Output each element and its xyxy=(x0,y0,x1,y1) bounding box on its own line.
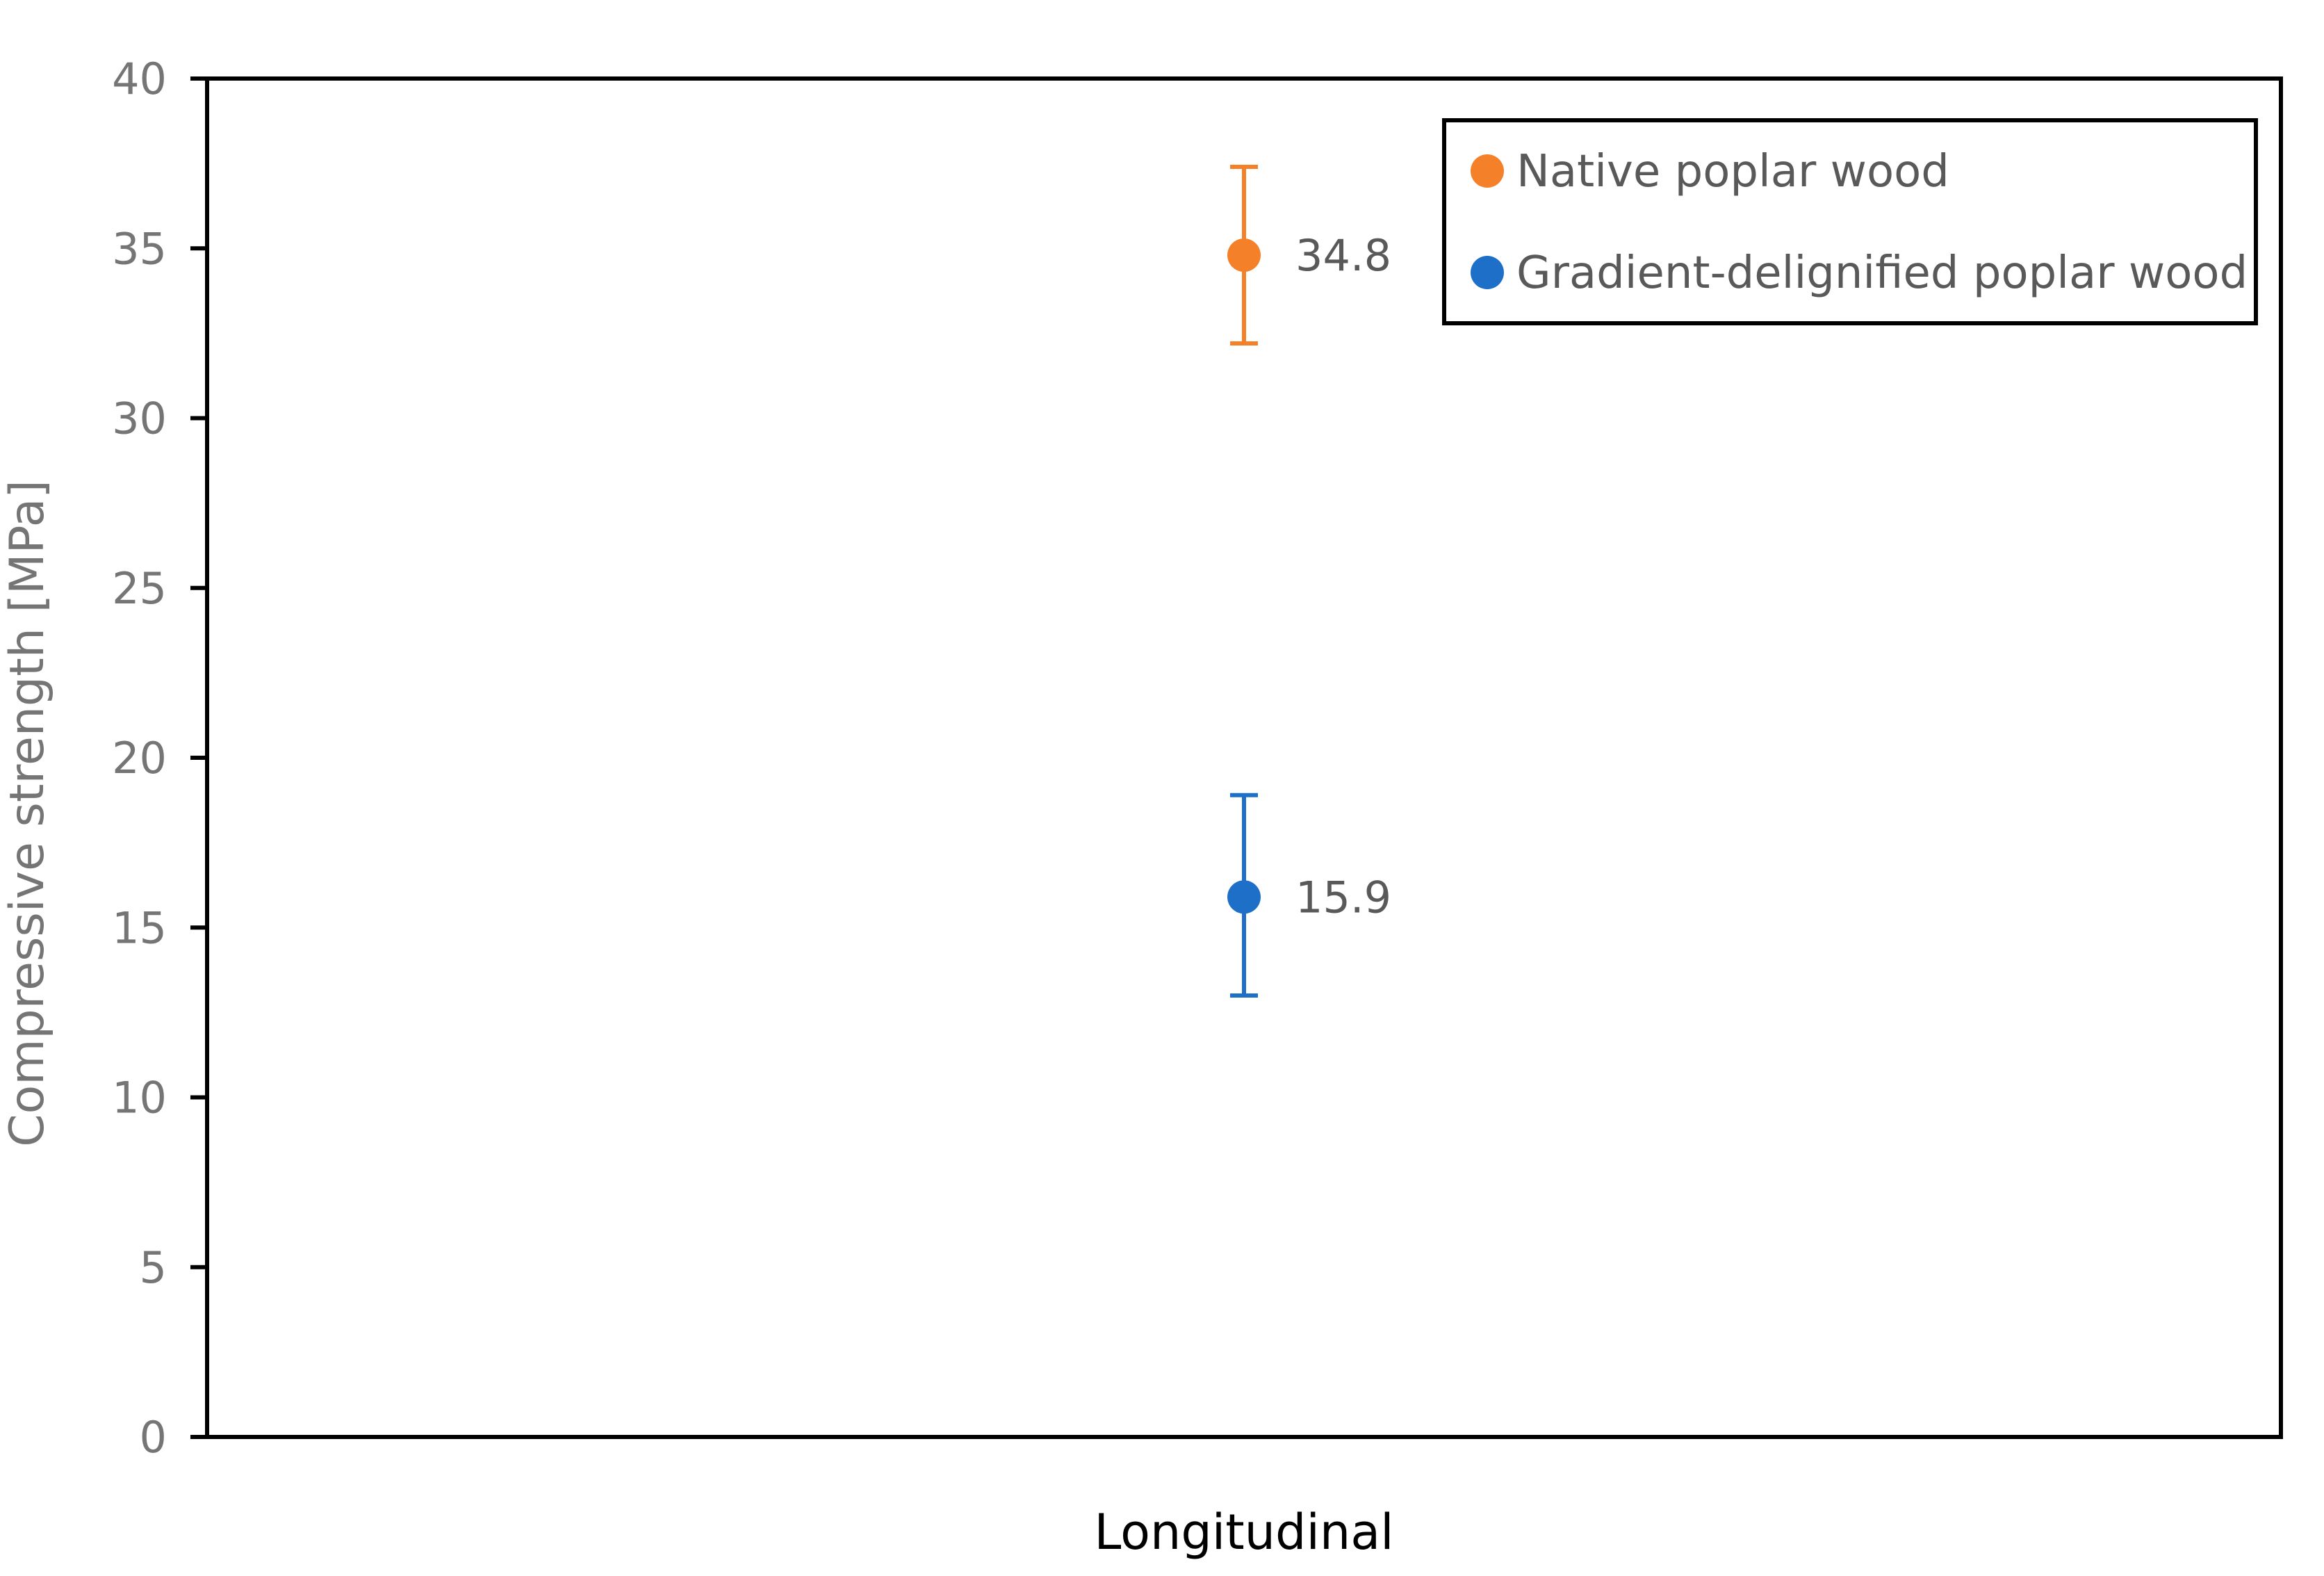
y-tick-label: 15 xyxy=(112,902,167,953)
y-tick-label: 40 xyxy=(112,54,167,104)
y-tick-label: 25 xyxy=(112,563,167,614)
legend-label: Gradient-delignified poplar wood xyxy=(1516,247,2248,299)
legend-label: Native poplar wood xyxy=(1516,146,1949,197)
legend-box xyxy=(1442,118,2258,325)
y-axis-title: Compressive strength [MPa] xyxy=(0,480,55,1147)
y-tick-label: 30 xyxy=(112,393,167,444)
data-point xyxy=(1227,880,1261,914)
legend-item: Native poplar wood xyxy=(1471,146,1949,197)
data-label: 34.8 xyxy=(1295,230,1391,281)
y-tick-label: 0 xyxy=(140,1412,167,1463)
data-point xyxy=(1227,238,1261,273)
x-category-label: Longitudinal xyxy=(1094,1504,1393,1561)
legend-item: Gradient-delignified poplar wood xyxy=(1471,247,2248,299)
series-group: 15.9 xyxy=(1227,793,1391,998)
series-group: 34.8 xyxy=(1227,165,1391,346)
y-tick-label: 20 xyxy=(112,733,167,783)
y-tick-label: 35 xyxy=(112,223,167,274)
legend-marker xyxy=(1471,154,1504,188)
legend: Native poplar wood Gradient-delignified p… xyxy=(1442,118,2258,325)
data-label: 15.9 xyxy=(1295,872,1391,923)
y-tick-label: 5 xyxy=(140,1242,167,1293)
y-axis-ticks: 0 5 10 15 20 25 30 35 40 xyxy=(112,54,207,1463)
legend-marker xyxy=(1471,256,1504,289)
x-axis-categories: Longitudinal xyxy=(1094,1504,1393,1561)
y-tick-label: 10 xyxy=(112,1073,167,1123)
series-layer: 34.8 15.9 xyxy=(1227,165,1391,998)
